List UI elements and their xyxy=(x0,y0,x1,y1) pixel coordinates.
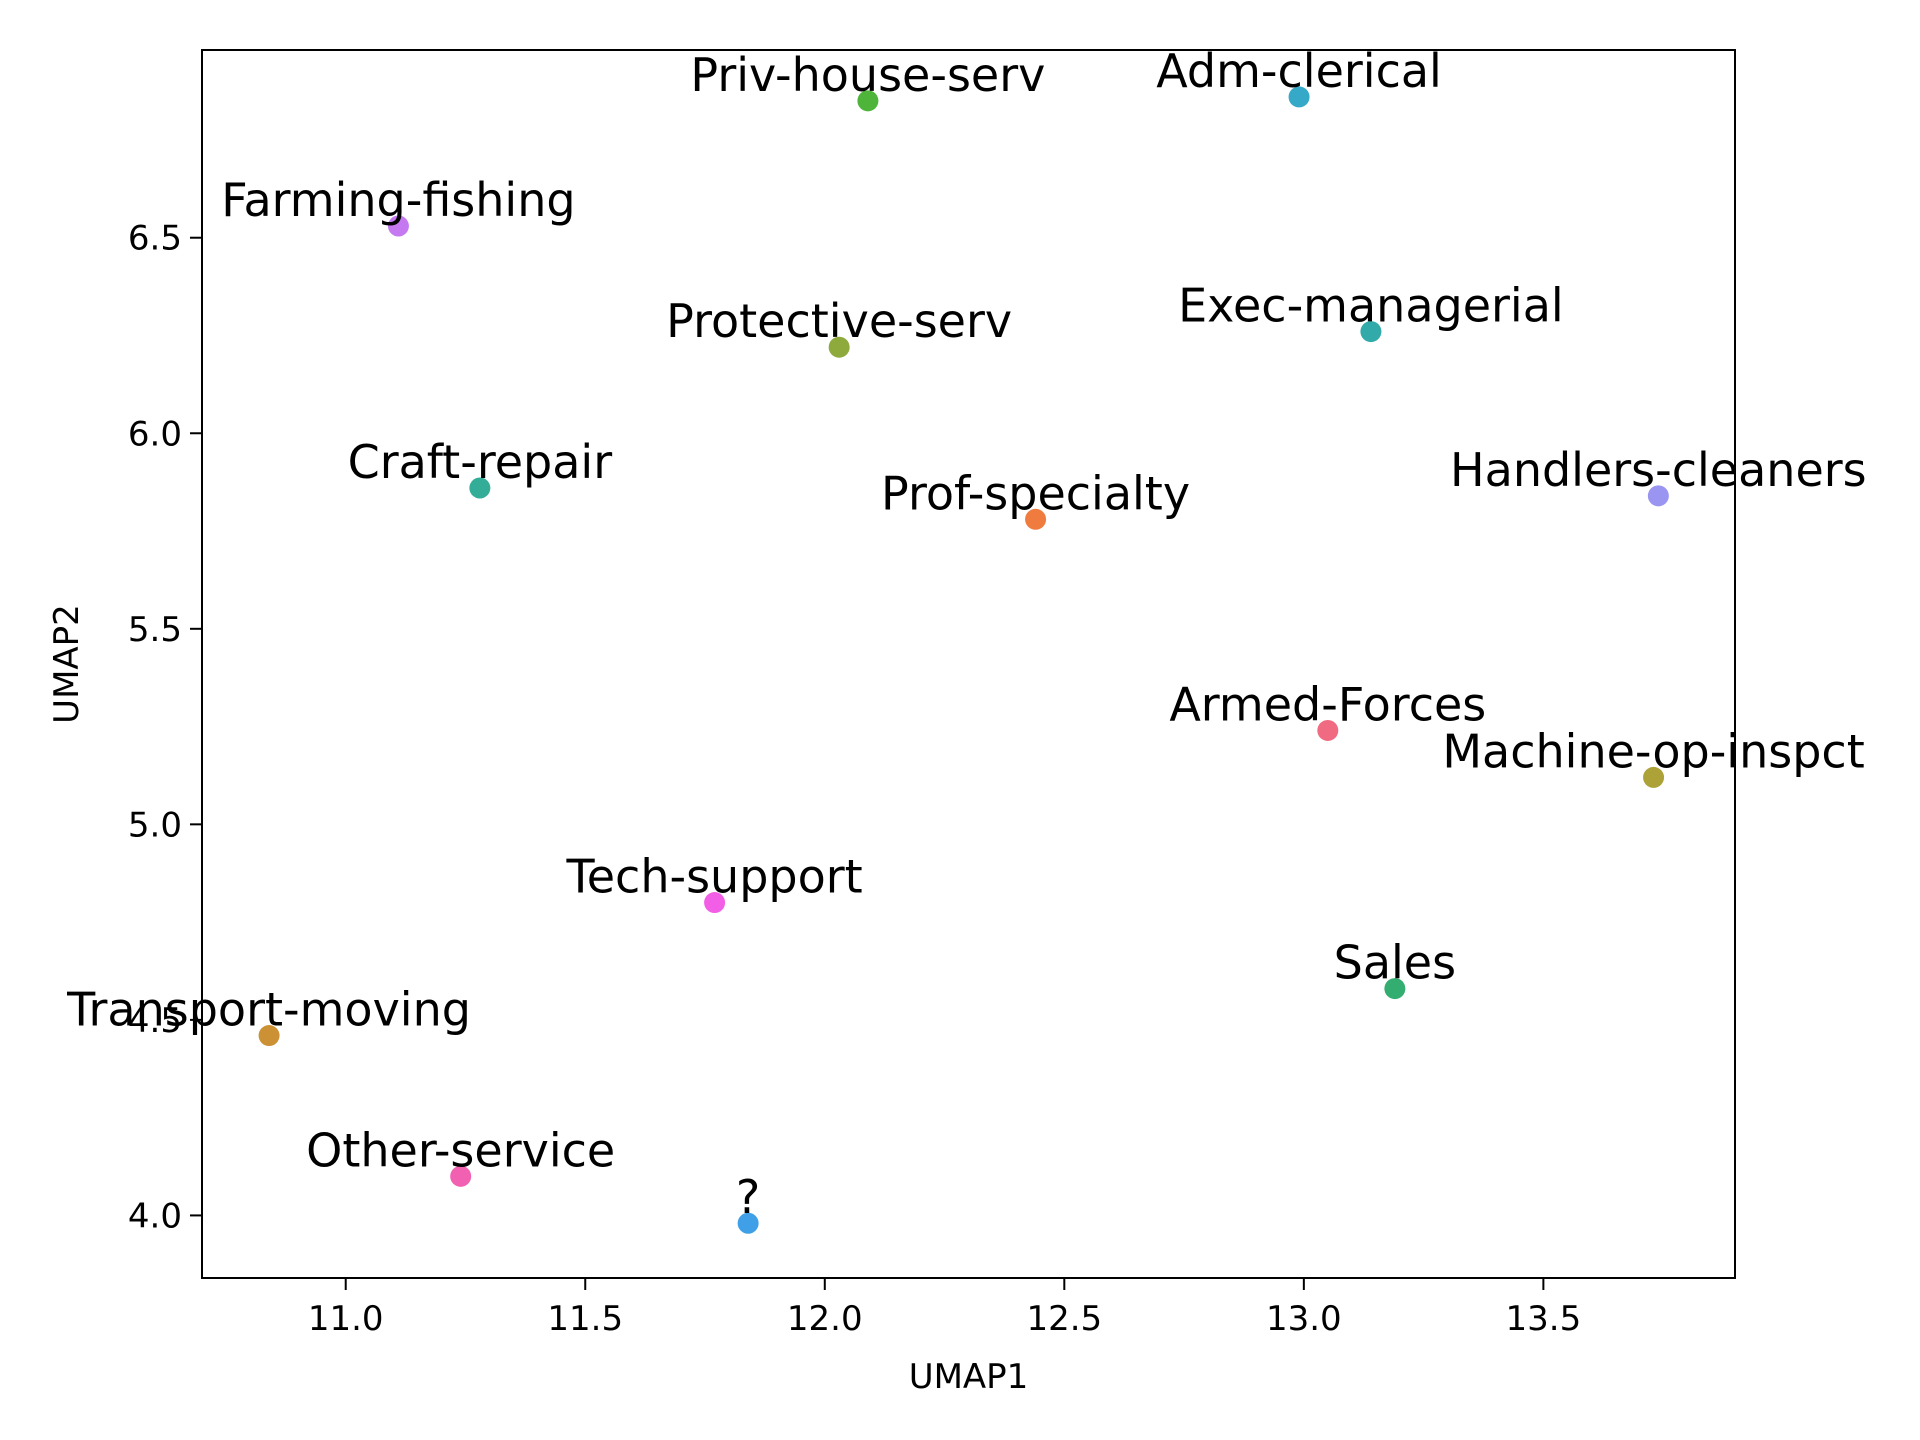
y-tick-label: 6.0 xyxy=(128,414,182,454)
point-label: Machine-op-inspct xyxy=(1442,724,1864,778)
y-tick-label: 4.0 xyxy=(128,1196,182,1236)
data-point xyxy=(1025,508,1047,530)
x-tick-label: 12.0 xyxy=(787,1299,863,1339)
plot-frame xyxy=(201,49,1736,1279)
data-point xyxy=(1647,485,1669,507)
data-point xyxy=(1384,978,1406,1000)
data-point xyxy=(387,215,409,237)
point-label: Priv-house-serv xyxy=(690,48,1045,102)
data-point xyxy=(1360,321,1382,343)
point-label: Other-service xyxy=(306,1123,615,1177)
point-label: Sales xyxy=(1334,936,1456,990)
data-point xyxy=(450,1165,472,1187)
data-point xyxy=(1643,766,1665,788)
point-label: Armed-Forces xyxy=(1169,677,1486,731)
x-tick-label: 12.5 xyxy=(1026,1299,1102,1339)
point-label: Handlers-cleaners xyxy=(1450,443,1867,497)
point-label: Craft-repair xyxy=(348,435,613,489)
point-label: Tech-support xyxy=(565,850,862,904)
x-axis-ticks: 11.0 11.5 12.0 12.5 13.0 13.5 xyxy=(308,1278,1581,1339)
data-point xyxy=(828,336,850,358)
point-label: Prof-specialty xyxy=(881,466,1190,520)
point-label: Adm-clerical xyxy=(1156,44,1442,98)
data-point xyxy=(1288,86,1310,108)
y-axis-ticks: 4.0 4.5 5.0 5.5 6.0 6.5 xyxy=(128,219,202,1236)
data-point xyxy=(737,1212,759,1234)
data-point xyxy=(258,1025,280,1047)
point-label: Farming-fishing xyxy=(221,173,575,227)
marks-layer: Priv-house-serv Adm-clerical Farming-fishi… xyxy=(66,44,1867,1234)
x-tick-label: 13.0 xyxy=(1266,1299,1342,1339)
y-axis-label: UMAP2 xyxy=(47,604,87,724)
data-point xyxy=(469,477,491,499)
data-point xyxy=(857,90,879,112)
data-point xyxy=(704,892,726,914)
point-label: Transport-moving xyxy=(66,983,471,1037)
x-tick-label: 13.5 xyxy=(1506,1299,1582,1339)
x-axis-label: UMAP1 xyxy=(909,1357,1029,1397)
point-label: Exec-managerial xyxy=(1178,279,1564,333)
y-tick-label: 5.5 xyxy=(128,610,182,650)
data-point xyxy=(1317,719,1339,741)
point-label: ? xyxy=(736,1170,760,1224)
y-tick-label: 5.0 xyxy=(128,805,182,845)
x-tick-label: 11.5 xyxy=(547,1299,623,1339)
y-tick-label: 4.5 xyxy=(128,1001,182,1041)
x-tick-label: 11.0 xyxy=(308,1299,384,1339)
point-label: Protective-serv xyxy=(666,294,1012,348)
y-tick-label: 6.5 xyxy=(128,219,182,259)
